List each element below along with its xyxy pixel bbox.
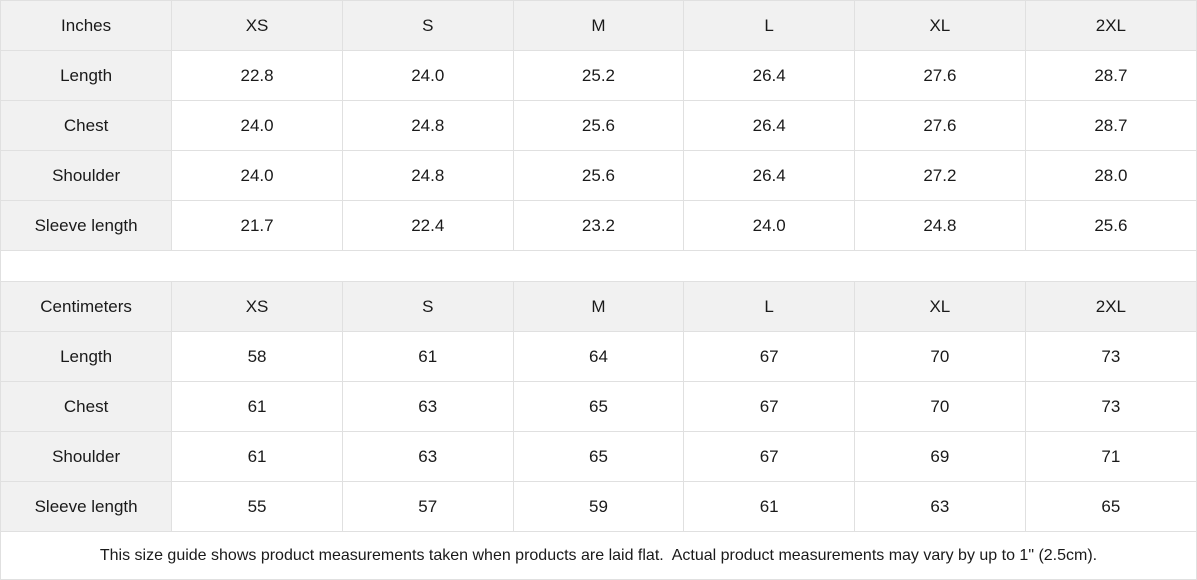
- measurement-value-cell: 55: [171, 481, 343, 532]
- table-row: Length 58 61 64 67 70 73: [1, 331, 1196, 382]
- measurement-value-cell: 73: [1024, 381, 1196, 432]
- measurement-value-cell: 24.8: [341, 100, 514, 151]
- row-label-cell: Sleeve length: [1, 481, 173, 532]
- measurement-value-cell: 27.6: [854, 100, 1026, 151]
- measurement-value-cell: 64: [512, 331, 685, 382]
- measurement-value-cell: 26.4: [683, 150, 856, 201]
- measurement-value-cell: 22.4: [341, 200, 514, 251]
- measurement-value-cell: 67: [683, 331, 856, 382]
- measurement-value-cell: 73: [1024, 331, 1196, 382]
- measurement-value-cell: 24.0: [171, 100, 343, 151]
- measurement-value-cell: 23.2: [512, 200, 685, 251]
- row-label-cell: Sleeve length: [1, 200, 173, 251]
- size-tables: Inches XS S M L XL 2XL Length 22.8 24.0 25.2 26.4 27…: [1, 1, 1196, 532]
- measurement-value-cell: 22.8: [171, 50, 343, 101]
- size-header-cell: L: [683, 281, 856, 332]
- row-label-cell: Shoulder: [1, 431, 173, 482]
- measurement-value-cell: 21.7: [171, 200, 343, 251]
- size-header-cell: L: [683, 1, 856, 51]
- measurement-value-cell: 63: [341, 431, 514, 482]
- row-label-cell: Chest: [1, 100, 173, 151]
- measurement-value-cell: 70: [854, 331, 1026, 382]
- unit-header-cell: Inches: [1, 1, 173, 51]
- table-row: Sleeve length 21.7 22.4 23.2 24.0 24.8 25.6: [1, 200, 1196, 251]
- size-header-cell: 2XL: [1024, 1, 1196, 51]
- inches-table: Inches XS S M L XL 2XL Length 22.8 24.0 25.2 26.4 27…: [1, 1, 1196, 251]
- measurement-value-cell: 24.8: [854, 200, 1026, 251]
- measurement-value-cell: 24.0: [341, 50, 514, 101]
- measurement-value-cell: 27.2: [854, 150, 1026, 201]
- table-row: Shoulder 61 63 65 67 69 71: [1, 431, 1196, 482]
- size-header-cell: M: [512, 1, 685, 51]
- row-label-cell: Shoulder: [1, 150, 173, 201]
- size-header-cell: XL: [854, 281, 1026, 332]
- measurement-value-cell: 27.6: [854, 50, 1026, 101]
- size-header-cell: S: [341, 1, 514, 51]
- size-header-cell: XS: [171, 281, 343, 332]
- size-header-cell: XL: [854, 1, 1026, 51]
- row-label-cell: Chest: [1, 381, 173, 432]
- measurement-value-cell: 26.4: [683, 100, 856, 151]
- measurement-value-cell: 65: [512, 431, 685, 482]
- measurement-value-cell: 61: [171, 381, 343, 432]
- measurement-value-cell: 57: [341, 481, 514, 532]
- measurement-value-cell: 63: [854, 481, 1026, 532]
- measurement-value-cell: 65: [512, 381, 685, 432]
- measurement-value-cell: 24.0: [683, 200, 856, 251]
- measurement-value-cell: 25.6: [1024, 200, 1196, 251]
- table-header-row: Centimeters XS S M L XL 2XL: [1, 281, 1196, 332]
- row-label-cell: Length: [1, 50, 173, 101]
- table-row: Sleeve length 55 57 59 61 63 65: [1, 481, 1196, 532]
- measurement-value-cell: 58: [171, 331, 343, 382]
- measurement-value-cell: 25.6: [512, 150, 685, 201]
- table-header-row: Inches XS S M L XL 2XL: [1, 1, 1196, 51]
- measurement-value-cell: 69: [854, 431, 1026, 482]
- table-row: Shoulder 24.0 24.8 25.6 26.4 27.2 28.0: [1, 150, 1196, 201]
- measurement-value-cell: 61: [341, 331, 514, 382]
- measurement-value-cell: 25.2: [512, 50, 685, 101]
- measurement-value-cell: 61: [171, 431, 343, 482]
- row-label-cell: Length: [1, 331, 173, 382]
- table-row: Length 22.8 24.0 25.2 26.4 27.6 28.7: [1, 50, 1196, 101]
- measurement-value-cell: 67: [683, 431, 856, 482]
- size-header-cell: S: [341, 281, 514, 332]
- centimeters-table: Centimeters XS S M L XL 2XL Length 58 61 64 67 70 73 C…: [1, 281, 1196, 532]
- measurement-value-cell: 28.0: [1024, 150, 1196, 201]
- measurement-value-cell: 59: [512, 481, 685, 532]
- measurement-value-cell: 61: [683, 481, 856, 532]
- measurement-value-cell: 65: [1024, 481, 1196, 532]
- size-header-cell: 2XL: [1024, 281, 1196, 332]
- measurement-value-cell: 71: [1024, 431, 1196, 482]
- footer-note: This size guide shows product measuremen…: [1, 532, 1196, 579]
- unit-header-cell: Centimeters: [1, 281, 173, 332]
- measurement-value-cell: 24.0: [171, 150, 343, 201]
- table-row: Chest 24.0 24.8 25.6 26.4 27.6 28.7: [1, 100, 1196, 151]
- measurement-value-cell: 28.7: [1024, 100, 1196, 151]
- measurement-value-cell: 28.7: [1024, 50, 1196, 101]
- measurement-value-cell: 67: [683, 381, 856, 432]
- measurement-value-cell: 26.4: [683, 50, 856, 101]
- measurement-value-cell: 70: [854, 381, 1026, 432]
- table-spacer: [1, 251, 1196, 281]
- measurement-value-cell: 63: [341, 381, 514, 432]
- size-header-cell: XS: [171, 1, 343, 51]
- measurement-value-cell: 25.6: [512, 100, 685, 151]
- table-row: Chest 61 63 65 67 70 73: [1, 381, 1196, 432]
- size-header-cell: M: [512, 281, 685, 332]
- measurement-value-cell: 24.8: [341, 150, 514, 201]
